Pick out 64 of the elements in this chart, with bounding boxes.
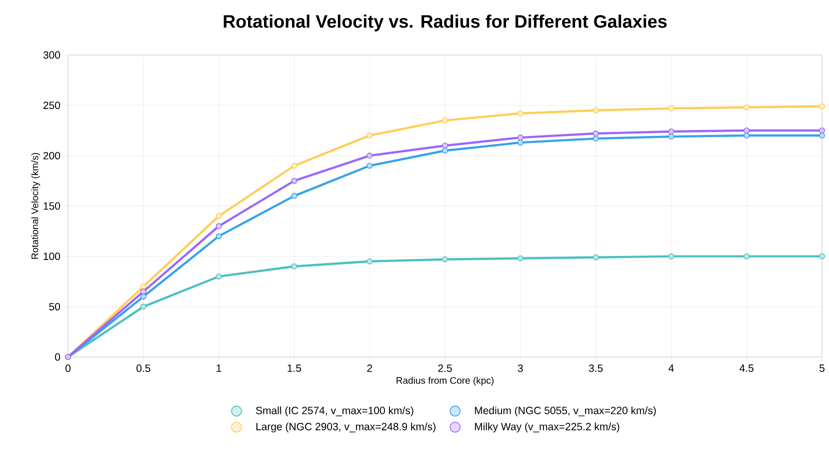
point bbox=[442, 117, 448, 124]
y-axis-title: Rotational Velocity (km/s) bbox=[31, 153, 40, 259]
point bbox=[291, 263, 298, 270]
point bbox=[366, 258, 373, 264]
y-tick-label: 150 bbox=[44, 202, 60, 210]
point bbox=[668, 253, 674, 260]
point bbox=[592, 107, 599, 114]
point bbox=[517, 134, 524, 141]
point bbox=[592, 136, 599, 142]
point bbox=[668, 128, 674, 135]
legend-label: Milky Way (v_max=225.2 km/s) bbox=[475, 422, 620, 432]
x-tick-label: 2.5 bbox=[438, 364, 452, 372]
point bbox=[744, 128, 750, 134]
point bbox=[819, 253, 826, 260]
x-tick-label: 1 bbox=[216, 364, 222, 372]
point bbox=[744, 253, 750, 260]
legend-label: Large (NGC 2903, v_max=248.9 km/s) bbox=[256, 422, 436, 432]
point bbox=[517, 140, 524, 146]
point bbox=[140, 304, 146, 310]
x-tick-label: 5 bbox=[820, 364, 824, 372]
y-tick-label: 100 bbox=[44, 252, 60, 260]
y-tick-label: 300 bbox=[43, 51, 60, 59]
chart-title: Rotational Velocity vs. Radius for Different Galaxies bbox=[224, 14, 667, 32]
x-tick-label: 4.5 bbox=[740, 364, 754, 372]
point bbox=[216, 233, 222, 240]
x-tick-label: 2 bbox=[367, 364, 372, 372]
point bbox=[291, 192, 298, 199]
point bbox=[668, 134, 674, 140]
x-tick-label: 0.5 bbox=[136, 364, 150, 372]
point bbox=[819, 103, 826, 110]
x-tick-label: 0 bbox=[65, 364, 71, 372]
point bbox=[592, 254, 599, 260]
point bbox=[366, 132, 373, 139]
y-tick-label: 0 bbox=[55, 353, 60, 361]
point bbox=[442, 142, 448, 149]
y-tick-label: 250 bbox=[43, 102, 60, 110]
x-axis-title: Radius from Core (kpc) bbox=[396, 376, 494, 386]
point bbox=[668, 105, 674, 112]
point bbox=[366, 162, 373, 169]
point bbox=[592, 130, 599, 137]
point bbox=[819, 132, 826, 139]
point bbox=[744, 132, 750, 139]
point bbox=[216, 223, 222, 230]
point bbox=[216, 213, 222, 220]
y-tick-label: 50 bbox=[49, 302, 60, 310]
point bbox=[744, 104, 750, 110]
point bbox=[442, 148, 448, 154]
point bbox=[291, 178, 298, 184]
x-tick-label: 4 bbox=[668, 364, 674, 372]
y-tick-label: 200 bbox=[43, 152, 60, 160]
legend-label: Medium (NGC 5055, v_max=220 km/s) bbox=[475, 406, 656, 416]
point bbox=[366, 152, 373, 159]
point bbox=[517, 255, 524, 262]
point bbox=[517, 110, 524, 116]
point bbox=[140, 288, 146, 295]
point bbox=[216, 273, 222, 280]
legend-label: Small (IC 2574, v_max=100 km/s) bbox=[256, 406, 414, 416]
x-tick-label: 3 bbox=[518, 364, 523, 372]
x-tick-label: 3.5 bbox=[588, 364, 603, 372]
point bbox=[819, 128, 826, 134]
point bbox=[140, 294, 146, 300]
x-tick-label: 1.5 bbox=[288, 364, 302, 372]
point bbox=[442, 256, 448, 262]
point bbox=[291, 162, 298, 169]
